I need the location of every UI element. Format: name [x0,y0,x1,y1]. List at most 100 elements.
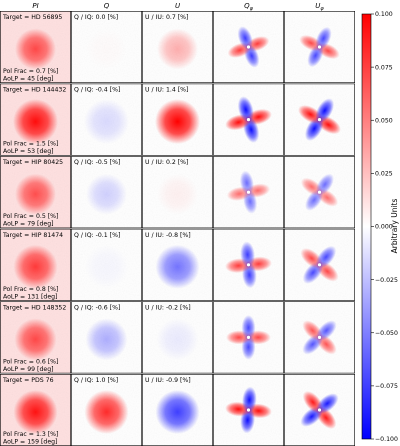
panel-r2-c0 [0,156,72,229]
panel-frame [142,156,214,229]
pol-frac-label: Pol Frac = 0.8 [%] [3,286,58,293]
colorbar-tick-label: −0.075 [375,383,398,390]
panel-r5-c2 [142,373,214,446]
colorbar-tick-label: 0.100 [375,11,393,18]
panel-r2-c3 [213,156,285,229]
panel-frame [213,228,285,301]
panel-r3-c4 [283,228,355,301]
panel-r5-c0 [0,373,72,446]
panel-r1-c4 [283,83,355,156]
panel-r1-c1 [71,83,143,156]
u-fraction-label: U / IU: -0.2 [%] [145,304,191,311]
center-mask [317,45,322,49]
aolp-label: AoLP = 99 [deg] [3,366,54,373]
center-mask [246,190,251,194]
emission-blob [85,318,128,361]
panel-r3-c0 [0,228,72,301]
emission-blob [86,28,127,70]
qphi-lobe [237,96,254,123]
center-mask [246,263,251,267]
panel-r3-c1 [71,228,143,301]
pol-frac-label: Pol Frac = 0.7 [%] [3,68,58,75]
center-mask [246,408,251,412]
pol-frac-label: Pol Frac = 1.5 [%] [3,141,58,148]
panel-frame [0,301,72,374]
column-headers: PI Q U Qφ Uφ [32,2,324,12]
center-mask [317,263,322,267]
panel-r4-c0 [0,301,72,374]
uphi-lobe [315,98,335,123]
colorbar-tick-label: −0.025 [375,277,398,284]
panel-r4-c2 [142,301,214,374]
panel-r2-c1 [71,156,143,229]
panel-r0-c2 [142,11,214,84]
colorbar-tick-label: 0.075 [375,64,393,71]
uphi-lobe [315,26,332,51]
emission-blob [155,244,200,289]
aolp-label: AoLP = 53 [deg] [3,148,54,155]
q-fraction-label: Q / IQ: 0.0 [%] [74,14,118,21]
panel-frame [142,83,214,156]
emission-blob [15,173,56,215]
colorbar-tick-label: 0.025 [375,171,393,178]
colorbar-tick-label: −0.050 [375,330,398,337]
emission-blob [84,99,129,145]
qphi-lobe [237,26,253,50]
emission-blob [156,318,199,361]
center-mask [317,408,322,412]
q-fraction-label: Q / IQ: -0.4 [%] [74,87,120,94]
panel-frame [283,11,355,84]
emission-blob [157,28,198,70]
panel-r3-c3 [213,228,285,301]
emission-blob [157,173,198,215]
center-mask [246,335,251,339]
emission-blob [13,99,58,145]
panel-frame [0,156,72,229]
aolp-label: AoLP = 79 [deg] [3,221,54,228]
column-header-1: Q [104,2,110,10]
center-mask [246,45,251,49]
emission-blob [155,390,200,434]
panel-r4-c3 [213,301,285,374]
pol-frac-label: Pol Frac = 1.3 [%] [3,431,58,438]
panel-frame [283,156,355,229]
emission-blob [14,318,57,361]
colorbar-tick-label: −0.100 [375,436,398,443]
q-fraction-label: Q / IQ: -0.1 [%] [74,232,120,239]
u-fraction-label: U / IU: 0.2 [%] [145,159,188,166]
panel-frame [71,228,143,301]
panel-r4-c1 [71,301,143,374]
colorbar-ticks: 0.100 0.075 0.050 0.025 0.000 −0.025 −0.050 −0.… [371,11,398,443]
colorbar: 0.100 0.075 0.050 0.025 0.000 −0.025 −0.050 −0.… [361,11,399,443]
u-fraction-label: U / IU: 1.4 [%] [145,87,188,94]
panel-frame [0,228,72,301]
panel-frame [283,83,355,156]
panel-r4-c4 [283,301,355,374]
colorbar-tick-label: 0.050 [375,117,393,124]
panel-r1-c2 [142,83,214,156]
column-header-3: Qφ [244,2,254,12]
panel-r5-c4 [283,373,355,446]
panel-frame [213,83,285,156]
center-mask [317,118,322,122]
panel-r1-c3 [213,83,285,156]
target-label: Target = HD 148352 [2,304,66,311]
target-label: Target = HIP 80425 [2,159,63,166]
uphi-lobe [315,173,334,196]
target-label: Target = PDS 76 [2,377,54,384]
column-header-0: PI [32,2,38,10]
panel-frame [0,83,72,156]
target-label: Target = HIP 81474 [2,232,63,239]
emission-blob [86,173,127,215]
colorbar-label: Arbitrary Units [390,199,399,254]
aolp-label: AoLP = 159 [deg] [3,439,57,446]
emission-blob [155,99,200,145]
panel-r0-c1 [71,11,143,84]
panel-r0-c3 [213,11,285,84]
emission-blob [84,244,129,289]
u-fraction-label: U / IU: 0.7 [%] [145,14,188,21]
emission-blob [84,390,129,434]
colorbar-gradient [361,13,372,440]
emission-blob [15,28,56,70]
